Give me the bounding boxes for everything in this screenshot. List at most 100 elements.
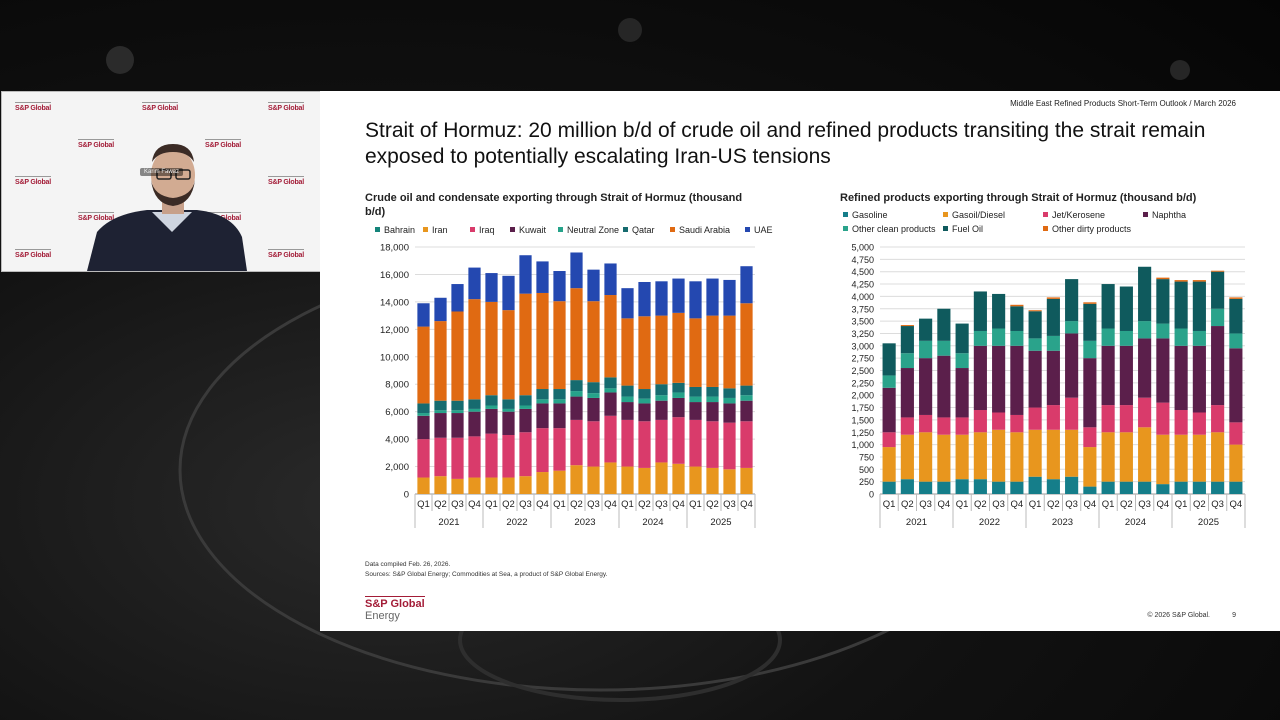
- bar-segment: [434, 297, 447, 322]
- bar-segment: [1101, 328, 1115, 346]
- bar-segment: [973, 432, 987, 480]
- bar-segment: [502, 434, 515, 478]
- bar-segment: [519, 395, 532, 406]
- bar-segment: [740, 467, 753, 494]
- bar-segment: [1119, 286, 1133, 331]
- x-tick-label: Q1: [689, 499, 702, 510]
- bar-segment: [1138, 266, 1152, 322]
- bar-segment: [1010, 414, 1024, 433]
- bar-segment: [468, 436, 481, 478]
- legend-swatch: [558, 227, 563, 233]
- bar-segment: [587, 382, 600, 394]
- bar-segment: [621, 396, 634, 403]
- bar-segment: [1010, 432, 1024, 482]
- bar-segment: [655, 315, 668, 385]
- bar-segment: [973, 345, 987, 411]
- x-tick-label: Q3: [1138, 499, 1151, 510]
- bar-segment: [1229, 348, 1243, 423]
- bar-segment: [992, 412, 1006, 430]
- bar-segment: [451, 410, 464, 414]
- bar-segment: [1174, 410, 1188, 435]
- bar-segment: [621, 318, 634, 386]
- x-tick-label: Q3: [451, 499, 464, 510]
- legend-item: Neutral Zone: [558, 225, 619, 235]
- bar-segment: [1010, 481, 1024, 494]
- legend-item: Qatar: [623, 225, 655, 235]
- bar-segment: [604, 377, 617, 389]
- y-tick-label: 18,000: [380, 243, 409, 254]
- bar-segment: [621, 466, 634, 494]
- bar-segment: [1028, 476, 1042, 494]
- bar-segment: [1010, 306, 1024, 331]
- bar-segment: [502, 477, 515, 494]
- bar-segment: [536, 292, 549, 390]
- bar-segment: [973, 330, 987, 346]
- x-tick-label: Q3: [1211, 499, 1224, 510]
- bar-segment: [587, 301, 600, 383]
- bar-segment: [417, 303, 430, 327]
- legend-swatch: [470, 227, 475, 233]
- bar-segment: [621, 385, 634, 397]
- bar-segment: [689, 318, 702, 387]
- bar-segment: [1211, 271, 1225, 309]
- bar-segment: [1065, 397, 1079, 430]
- bar-segment: [638, 281, 651, 317]
- x-tick-label: Q1: [1102, 499, 1115, 510]
- y-tick-label: 10,000: [380, 352, 409, 363]
- bar-segment: [1028, 338, 1042, 351]
- bar-segment: [900, 353, 914, 369]
- x-tick-label: Q4: [740, 499, 753, 510]
- legend-swatch: [670, 227, 675, 233]
- watermark-logo: S&P Global: [15, 176, 51, 186]
- bar-segment: [937, 308, 951, 341]
- legend-label: Iraq: [479, 225, 495, 235]
- bar-segment: [1046, 350, 1060, 406]
- legend-swatch: [375, 227, 380, 233]
- legend-label: Gasoil/Diesel: [952, 210, 1006, 220]
- x-group-label: 2024: [1125, 517, 1146, 528]
- legend-label: Gasoline: [852, 210, 888, 220]
- y-tick-label: 16,000: [380, 270, 409, 281]
- bar-segment: [1119, 405, 1133, 433]
- x-tick-label: Q2: [570, 499, 583, 510]
- bar-segment: [1156, 338, 1170, 403]
- bar-segment: [485, 273, 498, 302]
- bar-segment: [1065, 429, 1079, 477]
- x-group-label: 2022: [979, 517, 1000, 528]
- bar-segment: [1229, 297, 1243, 299]
- bar-segment: [570, 288, 583, 381]
- bar-segment: [1083, 302, 1097, 304]
- bar-segment: [502, 275, 515, 311]
- x-tick-label: Q2: [638, 499, 651, 510]
- bar-segment: [451, 478, 464, 494]
- footnote-sources: Sources: S&P Global Energy; Commodities …: [365, 571, 608, 578]
- x-tick-label: Q3: [1065, 499, 1078, 510]
- bar-segment: [706, 402, 719, 422]
- bar-segment: [1156, 484, 1170, 494]
- bar-segment: [587, 397, 600, 422]
- bar-segment: [1046, 405, 1060, 430]
- bar-segment: [1119, 330, 1133, 346]
- x-tick-label: Q2: [434, 499, 447, 510]
- legend-label: Bahrain: [384, 225, 416, 235]
- bar-segment: [1156, 323, 1170, 339]
- bar-segment: [519, 255, 532, 294]
- bar-segment: [706, 386, 719, 397]
- bar-segment: [740, 395, 753, 401]
- bar-segment: [485, 301, 498, 396]
- bar-segment: [536, 399, 549, 404]
- bar-segment: [1192, 330, 1206, 346]
- bar-segment: [553, 403, 566, 429]
- bar-segment: [1119, 481, 1133, 494]
- y-tick-label: 0: [404, 490, 409, 501]
- bar-segment: [519, 432, 532, 477]
- legend-swatch: [623, 227, 628, 233]
- y-tick-label: 12,000: [380, 325, 409, 336]
- x-tick-label: Q2: [1193, 499, 1206, 510]
- bar-segment: [451, 311, 464, 401]
- legend-item: Iraq: [470, 225, 495, 235]
- bar-segment: [955, 323, 969, 354]
- bar-segment: [434, 410, 447, 414]
- bar-segment: [723, 469, 736, 494]
- legend-label: Saudi Arabia: [679, 225, 731, 235]
